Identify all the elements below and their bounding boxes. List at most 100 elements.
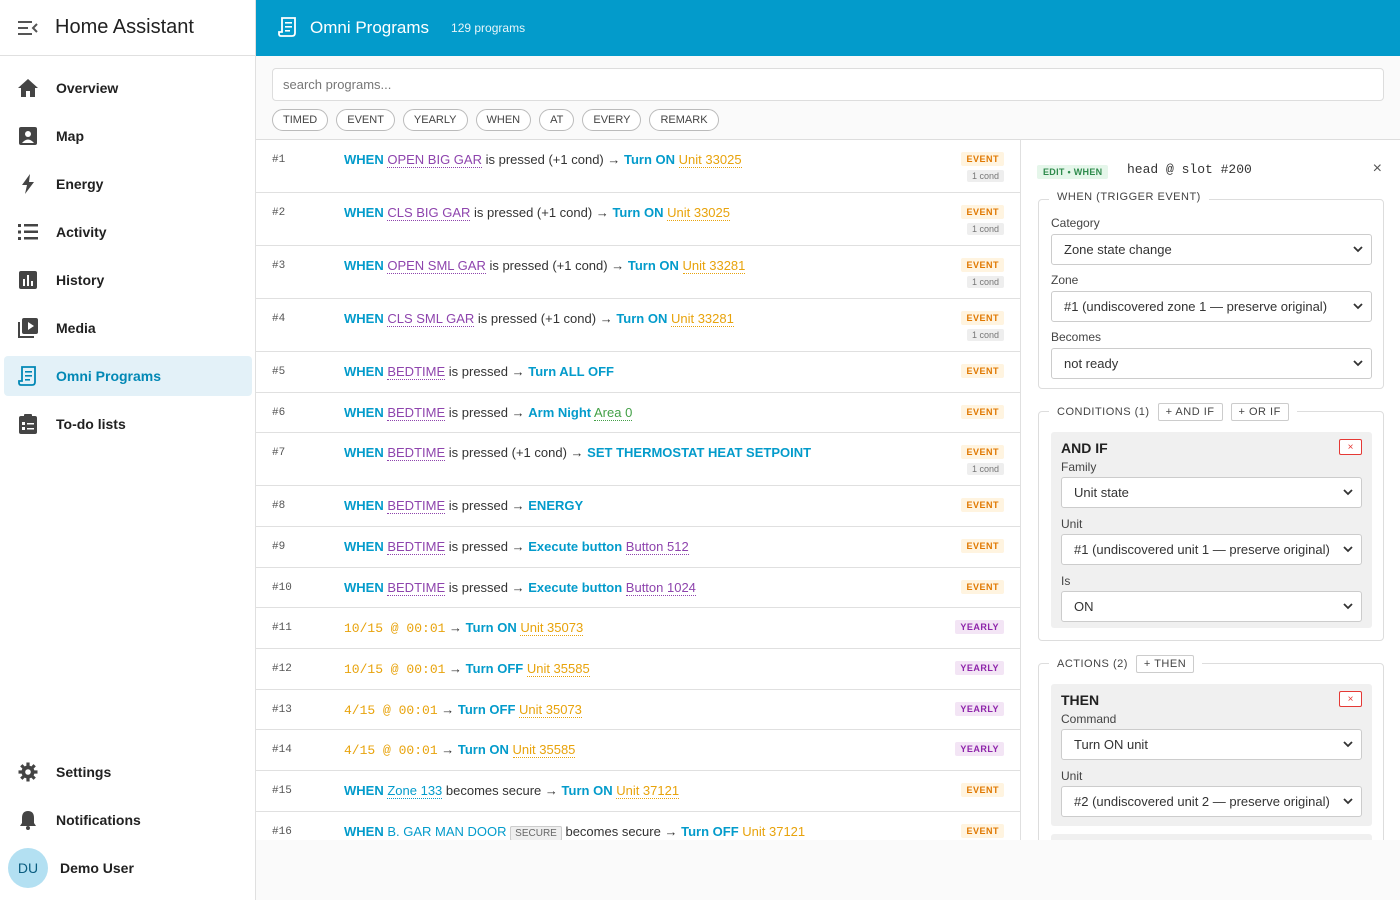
filter-chip-event[interactable]: EVENT [336,109,395,131]
sidebar-item-activity[interactable]: Activity [4,212,252,252]
program-row[interactable]: #15 WHEN Zone 133 becomes secure → Turn … [256,771,1020,812]
program-row[interactable]: #7 WHEN BEDTIME is pressed (+1 cond) → S… [256,433,1020,486]
unit-object[interactable]: Unit 35073 [520,620,584,636]
add-or-if-button[interactable]: + OR IF [1230,403,1289,421]
becomes-select[interactable]: not ready [1051,348,1372,379]
unit-object[interactable]: Unit 35585 [526,661,590,677]
conditions-fieldset: CONDITIONS (1) + AND IF + OR IF AND IF ×… [1038,403,1384,641]
filter-chip-remark[interactable]: REMARK [649,109,719,131]
button-object[interactable]: OPEN SML GAR [387,258,486,274]
conditions-legend: CONDITIONS (1) + AND IF + OR IF [1049,403,1297,421]
sidebar-item-history[interactable]: History [4,260,252,300]
action-unit-select[interactable]: #2 (undiscovered unit 2 — preserve origi… [1061,786,1362,817]
add-and-if-button[interactable]: + AND IF [1157,403,1223,421]
sidebar-item-omni-programs[interactable]: Omni Programs [4,356,252,396]
area-object[interactable]: Area 0 [594,405,633,421]
media-icon [16,316,40,340]
action-command: Turn OFF [681,824,739,839]
action-command: Turn ON [624,152,676,167]
program-row[interactable]: #10 WHEN BEDTIME is pressed → Execute bu… [256,568,1020,608]
unit-object[interactable]: Unit 33281 [670,311,734,327]
filter-chip-every[interactable]: EVERY [582,109,642,131]
program-number: #10 [272,582,292,594]
type-badge: EVENT [961,152,1004,166]
button-object[interactable]: BEDTIME [387,539,446,555]
program-row[interactable]: #3 WHEN OPEN SML GAR is pressed (+1 cond… [256,246,1020,299]
action-command: Turn ON [561,783,613,798]
sidebar-item-todo-lists[interactable]: To-do lists [4,404,252,444]
button-object[interactable]: BEDTIME [387,364,446,380]
sidebar-item-notifications[interactable]: Notifications [4,800,252,840]
button-object[interactable]: CLS BIG GAR [387,205,471,221]
unit-select[interactable]: #1 (undiscovered unit 1 — preserve origi… [1061,534,1362,565]
unit-object[interactable]: Unit 37121 [616,783,680,799]
remove-action-button[interactable]: × [1339,691,1362,707]
filter-chip-timed[interactable]: TIMED [272,109,329,131]
button-object[interactable]: Button 512 [625,539,689,555]
program-row[interactable]: #2 WHEN CLS BIG GAR is pressed (+1 cond)… [256,193,1020,246]
type-badge: EVENT [961,783,1004,797]
close-icon[interactable]: × [1372,160,1382,177]
is-select[interactable]: ON [1061,591,1362,622]
chevron-down-icon [1343,798,1353,805]
program-text: WHEN CLS BIG GAR is pressed (+1 cond) → … [344,205,730,221]
unit-object[interactable]: Unit 33281 [682,258,746,274]
unit-object[interactable]: Unit 33025 [678,152,742,168]
remove-condition-button[interactable]: × [1339,439,1362,455]
program-row[interactable]: #8 WHEN BEDTIME is pressed → ENERGY EVEN… [256,486,1020,527]
filter-chip-yearly[interactable]: YEARLY [402,109,468,131]
program-number: #2 [272,207,286,219]
program-number: #16 [272,826,292,838]
program-text: WHEN BEDTIME is pressed → Execute button… [344,580,696,596]
unit-object[interactable]: Unit 35073 [519,702,582,718]
button-object[interactable]: BEDTIME [387,498,446,514]
program-row[interactable]: #14 4/15 @ 00:01 → Turn ON Unit 35585 YE… [256,730,1020,771]
menu-collapse-icon[interactable] [16,16,40,40]
add-then-button[interactable]: + THEN [1135,655,1195,673]
button-object[interactable]: CLS SML GAR [387,311,475,327]
button-object[interactable]: BEDTIME [387,445,446,461]
program-row[interactable]: #11 10/15 @ 00:01 → Turn ON Unit 35073 Y… [256,608,1020,649]
schedule-time: 10/15 @ 00:01 [344,662,446,677]
zone-select[interactable]: #1 (undiscovered zone 1 — preserve origi… [1051,291,1372,322]
action-command: Turn ON [612,205,664,220]
action-block-title: THEN [1061,692,1100,708]
program-row[interactable]: #9 WHEN BEDTIME is pressed → Execute but… [256,527,1020,568]
button-object[interactable]: BEDTIME [387,405,446,421]
search-input[interactable] [272,68,1384,101]
button-object[interactable]: BEDTIME [387,580,446,596]
program-row[interactable]: #6 WHEN BEDTIME is pressed → Arm Night A… [256,393,1020,433]
unit-object[interactable]: Unit 37121 [742,824,806,839]
sidebar-item-map[interactable]: Map [4,116,252,156]
zone-object[interactable]: B. GAR MAN DOOR [387,824,507,839]
sidebar-item-energy[interactable]: Energy [4,164,252,204]
program-row[interactable]: #1 WHEN OPEN BIG GAR is pressed (+1 cond… [256,140,1020,193]
program-row[interactable]: #5 WHEN BEDTIME is pressed → Turn ALL OF… [256,352,1020,393]
zone-object[interactable]: Zone 133 [387,783,443,799]
sidebar-item-media[interactable]: Media [4,308,252,348]
family-select[interactable]: Unit state [1061,477,1362,508]
filter-chip-at[interactable]: AT [539,109,575,131]
program-row[interactable]: #4 WHEN CLS SML GAR is pressed (+1 cond)… [256,299,1020,352]
arrow: → [449,620,463,635]
program-row[interactable]: #16 WHEN B. GAR MAN DOOR SECURE becomes … [256,812,1020,840]
gear-icon [16,760,40,784]
arrow: → [511,498,525,513]
category-select[interactable]: Zone state change [1051,234,1372,265]
filter-chip-when[interactable]: WHEN [475,109,532,131]
unit-object[interactable]: Unit 35585 [512,742,576,758]
action-command: Execute button [528,580,623,595]
program-number: #3 [272,260,286,272]
command-select[interactable]: Turn ON unit [1061,729,1362,760]
unit-object[interactable]: Unit 33025 [667,205,730,221]
sidebar-item-settings[interactable]: Settings [4,752,252,792]
actions-legend: ACTIONS (2) + THEN [1049,655,1203,673]
sidebar-item-overview[interactable]: Overview [4,68,252,108]
action-command: Arm Night [528,405,592,420]
program-row[interactable]: #13 4/15 @ 00:01 → Turn OFF Unit 35073 Y… [256,690,1020,730]
button-object[interactable]: Button 1024 [625,580,696,596]
program-row[interactable]: #12 10/15 @ 00:01 → Turn OFF Unit 35585 … [256,649,1020,690]
button-object[interactable]: OPEN BIG GAR [387,152,482,168]
sidebar-item-user[interactable]: DU Demo User [4,848,252,888]
type-badge: EVENT [961,824,1004,838]
